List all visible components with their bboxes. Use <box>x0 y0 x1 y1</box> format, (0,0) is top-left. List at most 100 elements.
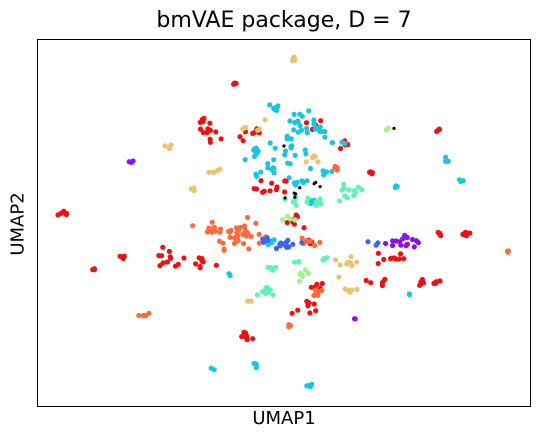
data-point-mint <box>254 292 261 298</box>
data-point-orange <box>226 228 232 234</box>
data-point-mint <box>339 187 345 193</box>
data-point-blue <box>260 236 266 242</box>
data-point-red <box>250 336 256 342</box>
data-point-cyan <box>226 271 232 277</box>
data-point-red <box>313 308 319 314</box>
data-point-red <box>166 248 172 254</box>
data-point-cyan <box>329 140 335 146</box>
data-point-cyan <box>304 383 310 389</box>
data-point-cyan <box>251 360 257 366</box>
data-point-mint <box>263 285 269 291</box>
data-point-orange <box>242 227 248 233</box>
data-point-cyan <box>269 167 275 173</box>
data-point-orange <box>237 224 244 230</box>
data-point-cyan <box>288 136 294 142</box>
data-point-lightgreen <box>296 278 302 284</box>
data-point-cyan <box>392 184 398 191</box>
data-point-cyan <box>267 102 273 108</box>
data-point-cyan <box>317 124 323 130</box>
data-point-blue <box>284 244 290 250</box>
data-point-sand <box>309 155 316 161</box>
data-point-mint <box>291 259 298 265</box>
data-point-red <box>305 303 311 309</box>
data-point-purple <box>130 158 136 164</box>
data-point-orange <box>209 219 215 225</box>
data-point-red <box>260 189 266 195</box>
data-point-cyan <box>342 141 348 147</box>
data-point-red <box>233 80 239 86</box>
data-point-purple <box>403 243 409 249</box>
data-point-black <box>292 191 296 195</box>
data-point-red <box>375 260 381 267</box>
data-point-red <box>193 261 199 267</box>
data-point-red <box>164 259 170 265</box>
data-point-cyan <box>445 158 451 164</box>
data-point-orange <box>303 238 310 244</box>
data-point-orange <box>253 220 259 226</box>
data-point-red <box>207 136 213 142</box>
data-point-cyan <box>292 152 298 158</box>
data-point-mint <box>351 188 357 194</box>
data-point-blue <box>299 240 305 246</box>
data-point-purple <box>351 316 358 322</box>
data-point-cyan <box>304 130 310 136</box>
data-point-cyan <box>251 153 258 159</box>
data-point-blue <box>365 239 371 245</box>
data-point-cyan <box>291 180 297 186</box>
data-point-sand <box>336 274 342 280</box>
data-point-cyan <box>253 171 259 177</box>
data-point-red <box>291 221 297 227</box>
data-point-red <box>303 120 310 126</box>
data-point-red <box>363 277 369 284</box>
data-point-cyan <box>287 161 293 167</box>
data-point-black <box>282 144 286 148</box>
data-point-red <box>213 129 219 135</box>
data-point-cyan <box>460 178 466 184</box>
data-point-sand <box>289 57 295 64</box>
data-point-red <box>337 145 344 152</box>
data-point-red <box>437 278 443 284</box>
data-point-mint <box>359 187 365 193</box>
data-point-red <box>301 225 307 231</box>
data-point-sand <box>337 262 343 268</box>
chart-title: bmVAE package, D = 7 <box>156 8 412 33</box>
data-point-black <box>298 186 302 190</box>
data-point-cyan <box>311 117 317 123</box>
data-point-red <box>368 280 374 286</box>
data-point-cyan <box>286 175 292 181</box>
data-point-orange <box>208 228 214 234</box>
data-point-red <box>181 255 187 261</box>
data-point-sand <box>333 257 339 263</box>
data-point-orange <box>246 246 252 252</box>
data-point-cyan <box>324 169 330 175</box>
data-point-red <box>435 229 441 235</box>
data-point-cyan <box>329 168 335 175</box>
data-point-mint <box>270 292 276 298</box>
data-point-orange <box>299 235 305 241</box>
data-point-sand <box>303 159 309 165</box>
data-point-orange <box>242 223 248 229</box>
data-point-mint <box>316 198 322 204</box>
data-point-lightgreen <box>297 271 303 277</box>
data-point-blue <box>264 235 270 241</box>
data-point-red <box>375 250 381 256</box>
data-point-cyan <box>307 165 314 172</box>
data-point-orange <box>240 231 246 237</box>
data-point-red <box>253 186 260 192</box>
data-point-red <box>204 130 210 136</box>
data-point-blue <box>273 245 279 252</box>
data-point-mint <box>337 198 343 204</box>
data-point-purple <box>383 240 389 247</box>
data-point-red <box>159 253 165 259</box>
data-point-cyan <box>208 365 214 371</box>
data-point-black <box>314 180 318 184</box>
data-point-orange <box>332 165 338 171</box>
data-point-cyan <box>265 161 271 167</box>
data-point-cyan <box>297 123 303 129</box>
data-point-orange <box>227 234 233 240</box>
data-point-red <box>241 329 247 335</box>
data-point-sand <box>168 142 174 148</box>
data-point-sand <box>348 254 354 260</box>
data-point-purple <box>390 242 396 249</box>
data-point-cyan <box>282 148 289 154</box>
